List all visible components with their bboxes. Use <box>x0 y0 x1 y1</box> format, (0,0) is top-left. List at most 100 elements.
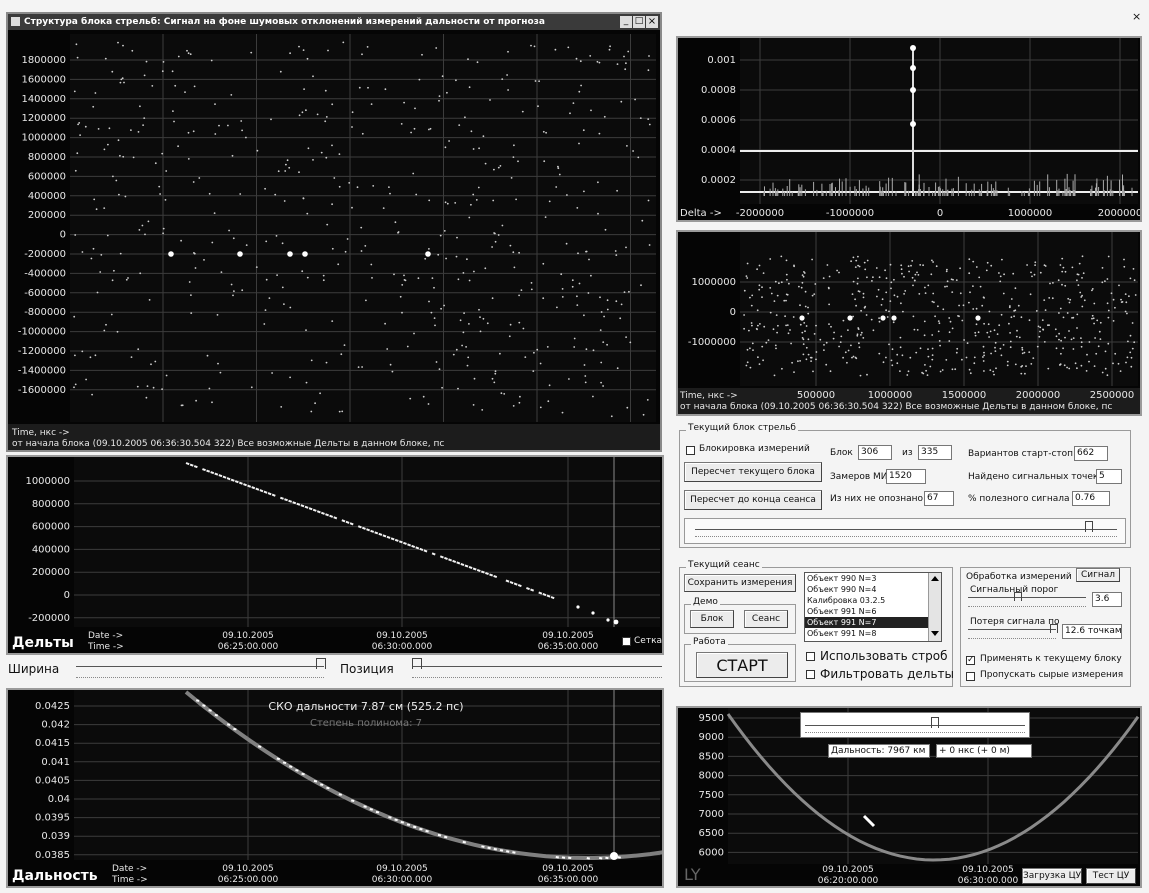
hist-x-tick: 0 <box>937 208 943 219</box>
apply-current-block-checkbox[interactable]: ✓ <box>966 655 975 665</box>
range-y-tick: 0.042 <box>41 720 70 731</box>
noise-point <box>203 259 205 261</box>
objects-list-item[interactable]: Объект 991 N=8 <box>807 629 877 638</box>
block-progress-box <box>684 518 1126 544</box>
objects-list-item[interactable]: Калибровка 03.2.5 <box>807 596 886 605</box>
noise-point <box>919 347 922 350</box>
noise-point <box>1031 275 1033 278</box>
noise-point <box>906 374 909 376</box>
noise-point <box>641 219 644 222</box>
signal-button[interactable]: Сигнал <box>1076 568 1120 582</box>
test-cu-button[interactable]: Тест ЦУ <box>1086 868 1136 884</box>
noise-point <box>1068 367 1071 370</box>
main-y-tick: 1800000 <box>21 55 66 66</box>
noise-point <box>1125 301 1128 304</box>
threshold-slider-thumb[interactable] <box>1014 592 1022 601</box>
processing-group <box>960 567 1131 687</box>
noise-point <box>482 317 485 320</box>
objects-list-item[interactable]: Объект 991 N=6 <box>807 607 877 616</box>
noise-point <box>1104 367 1107 370</box>
block-progress-thumb[interactable] <box>1085 521 1093 532</box>
position-slider-thumb[interactable] <box>412 658 422 669</box>
noise-point <box>647 118 650 120</box>
block-total-field[interactable]: 335 <box>918 445 952 460</box>
signal-loss-field[interactable]: 12.6 точкам <box>1062 624 1122 639</box>
list-scrollbar[interactable] <box>928 573 941 641</box>
noise-point <box>962 304 965 307</box>
noise-point <box>878 276 881 279</box>
noise-point <box>751 324 753 327</box>
maximize-button[interactable]: □ <box>633 16 645 28</box>
noise-point <box>1072 337 1075 339</box>
noise-point <box>828 303 830 306</box>
block-number-field[interactable]: 306 <box>858 445 892 460</box>
objects-list-item[interactable]: Объект 991 N=7 <box>805 617 941 628</box>
noise-point <box>626 406 629 409</box>
noise-point <box>773 300 776 302</box>
noise-point <box>217 362 219 365</box>
noise-point <box>338 410 341 413</box>
hist-plot-area <box>740 38 1138 204</box>
minimize-button[interactable]: _ <box>620 16 632 28</box>
threshold-field[interactable]: 3.6 <box>1092 592 1122 607</box>
signal-loss-slider-thumb[interactable] <box>1050 624 1058 633</box>
range-point-segment <box>481 845 485 848</box>
signal-loss-slider[interactable] <box>968 629 1056 639</box>
grid-checkbox[interactable] <box>622 637 631 646</box>
noise-point <box>890 359 893 362</box>
noise-point <box>208 192 211 195</box>
noise-point <box>573 346 576 348</box>
noise-point <box>1003 273 1005 276</box>
noise-point <box>138 229 141 231</box>
main-y-tick: 0 <box>60 230 66 241</box>
noise-point <box>139 105 141 108</box>
signal-point <box>425 251 431 257</box>
noise-point <box>341 410 344 413</box>
demo-block-button[interactable]: Блок <box>690 610 734 628</box>
position-slider[interactable] <box>412 666 662 678</box>
load-cu-button[interactable]: Загрузка ЦУ <box>1022 868 1082 884</box>
demo-session-button[interactable]: Сеанс <box>744 610 788 628</box>
noise-point <box>646 399 649 401</box>
noise-point <box>507 50 509 53</box>
noise-point <box>603 115 606 118</box>
range-point-segment <box>406 823 411 826</box>
skip-raw-checkbox[interactable] <box>966 672 975 681</box>
elev-slider-thumb[interactable] <box>931 717 939 728</box>
noise-point <box>1107 342 1110 345</box>
scroll-down-icon[interactable] <box>931 631 939 636</box>
width-slider[interactable] <box>76 666 324 678</box>
recalc-to-end-button[interactable]: Пересчет до конца сеанса <box>684 490 822 510</box>
use-strobe-checkbox[interactable] <box>806 652 815 661</box>
lock-measurements-checkbox[interactable] <box>686 446 695 455</box>
close-button[interactable]: × <box>646 16 658 28</box>
scroll-up-icon[interactable] <box>931 576 939 581</box>
block-progress-track[interactable] <box>695 529 1117 537</box>
noise-point <box>289 376 291 379</box>
save-measurements-button[interactable]: Сохранить измерения <box>684 574 796 592</box>
noise-point <box>211 241 214 244</box>
noise-point <box>338 185 341 188</box>
noise-point <box>1034 261 1037 264</box>
elev-slider[interactable] <box>805 725 1025 733</box>
noise-point <box>743 314 745 316</box>
noise-point <box>942 308 945 311</box>
objects-list-item[interactable]: Объект 990 N=4 <box>807 585 877 594</box>
noise-point <box>851 293 854 295</box>
width-slider-thumb[interactable] <box>316 658 326 669</box>
noise-point <box>493 168 495 171</box>
filter-deltas-checkbox[interactable] <box>806 670 815 679</box>
objects-list-item[interactable]: Объект 990 N=3 <box>807 574 877 583</box>
noise-point <box>1055 335 1058 338</box>
sko-text: СКО дальности 7.87 см (525.2 пс) <box>268 700 463 713</box>
recalc-block-button[interactable]: Пересчет текущего блока <box>684 462 822 482</box>
noise-point <box>585 250 587 253</box>
outer-close-icon[interactable]: × <box>1132 10 1142 23</box>
start-button[interactable]: СТАРТ <box>696 652 788 678</box>
noise-point <box>97 128 100 130</box>
noise-point <box>932 292 935 295</box>
noise-point <box>274 193 277 196</box>
objects-list[interactable]: Объект 990 N=3 Объект 990 N=4 Калибровка 0… <box>804 572 942 642</box>
threshold-slider[interactable] <box>968 597 1086 607</box>
width-label: Ширина <box>8 662 60 676</box>
